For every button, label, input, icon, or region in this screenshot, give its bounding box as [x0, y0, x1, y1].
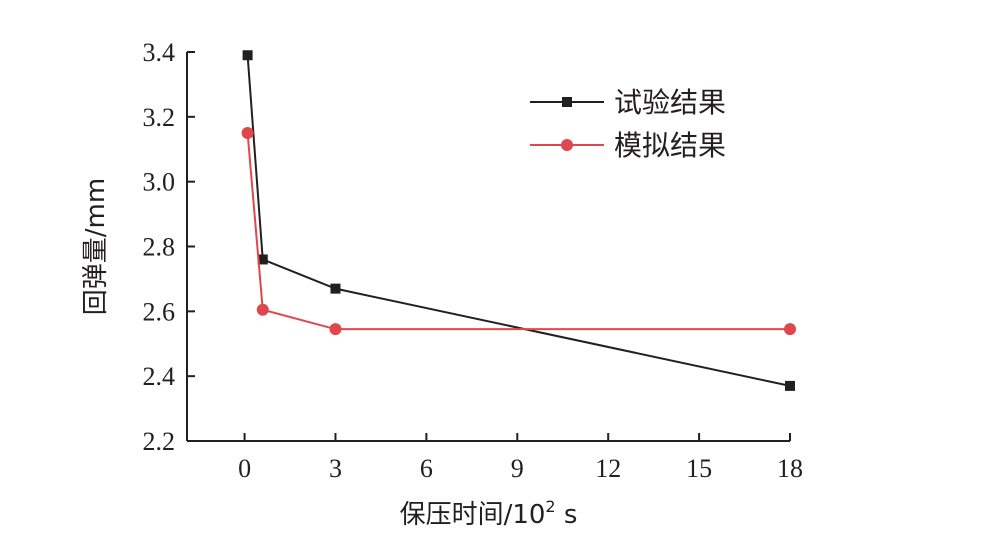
- x-tick-label: 9: [511, 454, 524, 483]
- x-tick-label: 12: [595, 454, 621, 483]
- legend-label: 模拟结果: [614, 129, 726, 162]
- y-tick-label: 3.2: [143, 103, 176, 132]
- series-line: [246, 132, 790, 331]
- axes: 2.2 2.4 2.6 2.8 3.0 3.2 3.4 0 3 6 9 12 15 18: [143, 38, 804, 483]
- y-tick-label: 2.6: [143, 297, 176, 326]
- legend-item: 模拟结果: [530, 129, 726, 162]
- series-1: [242, 50, 795, 391]
- y-tick-label: 2.4: [143, 362, 176, 391]
- x-tick-label: 3: [329, 454, 342, 483]
- y-axis-title: 回弹量/mm: [81, 178, 111, 315]
- x-axis-title: 保压时间/102 s: [400, 497, 578, 530]
- data-point-circle: [784, 323, 796, 336]
- y-tick-label: 2.2: [143, 427, 176, 456]
- x-tick-label: 0: [238, 454, 251, 483]
- x-tick-label: 6: [420, 454, 433, 483]
- series-2: [241, 127, 796, 336]
- legend-item: 试验结果: [530, 86, 726, 119]
- data-point-square: [242, 50, 253, 61]
- x-ticks: 0 3 6 9 12 15 18: [238, 433, 803, 483]
- x-tick-label: 18: [777, 454, 803, 483]
- data-point-square: [785, 380, 795, 391]
- x-axis-title-main: 保压时间/10: [400, 500, 546, 530]
- y-tick-label: 3.4: [143, 38, 176, 67]
- data-point-square: [257, 254, 268, 265]
- x-axis-title-unit: s: [556, 500, 578, 530]
- series-line: [246, 55, 791, 387]
- legend-label: 试验结果: [614, 86, 726, 119]
- legend-marker-circle: [561, 139, 573, 151]
- y-ticks: 2.2 2.4 2.6 2.8 3.0 3.2 3.4: [143, 38, 195, 456]
- x-tick-label: 15: [686, 454, 712, 483]
- x-axis-title-superscript: 2: [545, 497, 555, 516]
- data-point-circle: [256, 303, 269, 316]
- legend-marker-square: [562, 97, 572, 107]
- data-point-square: [330, 283, 341, 294]
- series-layer: [241, 50, 796, 391]
- data-point-circle: [241, 127, 254, 140]
- y-tick-label: 2.8: [143, 233, 176, 262]
- y-tick-label: 3.0: [143, 168, 176, 197]
- data-point-circle: [329, 323, 342, 336]
